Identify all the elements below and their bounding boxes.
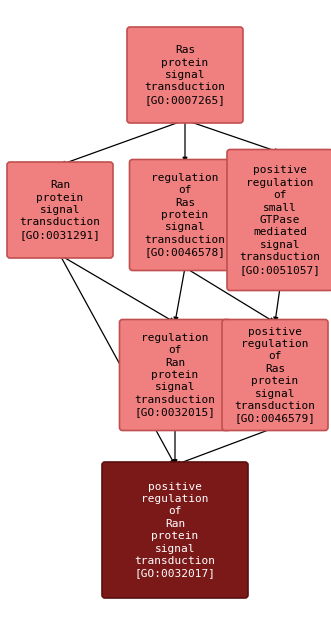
FancyBboxPatch shape (222, 320, 328, 431)
FancyBboxPatch shape (7, 162, 113, 258)
Text: Ras
protein
signal
transduction
[GO:0007265]: Ras protein signal transduction [GO:0007… (145, 45, 225, 105)
Text: regulation
of
Ran
protein
signal
transduction
[GO:0032015]: regulation of Ran protein signal transdu… (134, 333, 215, 417)
Text: positive
regulation
of
Ras
protein
signal
transduction
[GO:0046579]: positive regulation of Ras protein signa… (234, 326, 315, 423)
Text: regulation
of
Ras
protein
signal
transduction
[GO:0046578]: regulation of Ras protein signal transdu… (145, 173, 225, 257)
FancyBboxPatch shape (227, 149, 331, 291)
Text: positive
regulation
of
small
GTPase
mediated
signal
transduction
[GO:0051057]: positive regulation of small GTPase medi… (240, 165, 320, 275)
FancyBboxPatch shape (102, 462, 248, 598)
FancyBboxPatch shape (119, 320, 230, 431)
Text: positive
regulation
of
Ran
protein
signal
transduction
[GO:0032017]: positive regulation of Ran protein signa… (134, 482, 215, 578)
FancyBboxPatch shape (127, 27, 243, 123)
FancyBboxPatch shape (129, 160, 241, 270)
Text: Ran
protein
signal
transduction
[GO:0031291]: Ran protein signal transduction [GO:0031… (20, 180, 101, 240)
